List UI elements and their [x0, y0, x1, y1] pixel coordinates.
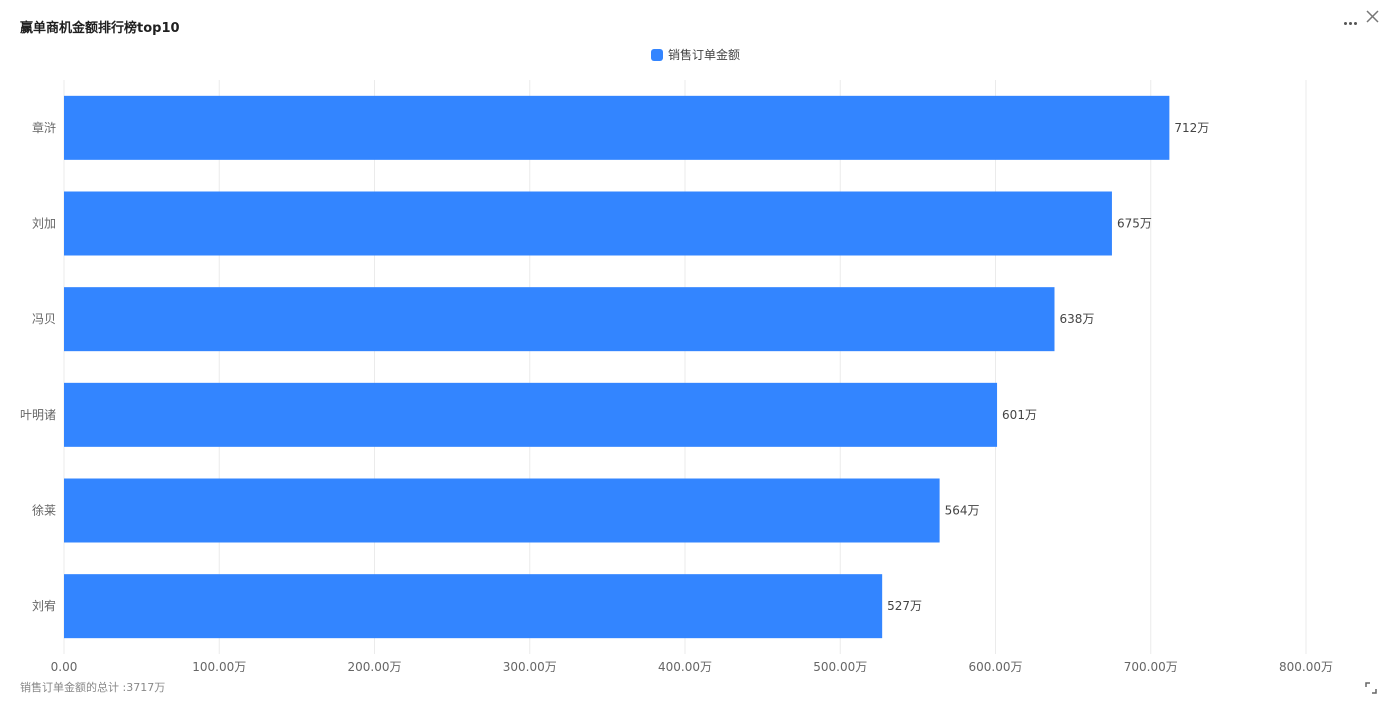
- bar[interactable]: [64, 574, 883, 639]
- data-label: 675万: [1117, 217, 1152, 231]
- category-label: 章浒: [32, 120, 56, 135]
- category-label: 冯贝: [32, 312, 56, 326]
- x-tick-label: 200.00万: [348, 660, 402, 674]
- data-label: 601万: [1002, 408, 1037, 422]
- more-dots-icon[interactable]: [1339, 12, 1361, 34]
- category-label: 叶明诸: [20, 408, 56, 422]
- expand-icon[interactable]: [1364, 681, 1378, 695]
- x-tick-label: 100.00万: [192, 660, 246, 674]
- bar[interactable]: [64, 95, 1170, 160]
- bar[interactable]: [64, 191, 1112, 256]
- x-tick-label: 0.00: [51, 660, 78, 674]
- x-tick-label: 400.00万: [658, 660, 712, 674]
- bar[interactable]: [64, 478, 940, 543]
- bar[interactable]: [64, 382, 998, 447]
- x-tick-label: 300.00万: [503, 660, 557, 674]
- summary-total: 销售订单金额的总计 :3717万: [20, 681, 166, 694]
- bar[interactable]: [64, 287, 1055, 352]
- data-label: 712万: [1174, 121, 1209, 135]
- x-tick-label: 800.00万: [1279, 660, 1333, 674]
- legend-swatch: [650, 48, 663, 61]
- legend-label: 销售订单金额: [667, 48, 740, 62]
- data-label: 638万: [1059, 312, 1094, 326]
- chart-title: 赢单商机金额排行榜top10: [20, 21, 180, 36]
- category-label: 刘加: [32, 217, 56, 231]
- data-label: 527万: [887, 599, 922, 613]
- x-tick-label: 500.00万: [813, 660, 867, 674]
- x-tick-label: 700.00万: [1124, 660, 1178, 674]
- category-label: 刘宥: [32, 598, 56, 613]
- legend-item[interactable]: 销售订单金额: [650, 46, 740, 63]
- data-label: 564万: [945, 504, 980, 518]
- close-icon[interactable]: [1363, 7, 1383, 27]
- category-label: 徐莱: [32, 503, 56, 518]
- x-tick-label: 600.00万: [969, 660, 1023, 674]
- chart-legend: 销售订单金额: [0, 46, 1384, 63]
